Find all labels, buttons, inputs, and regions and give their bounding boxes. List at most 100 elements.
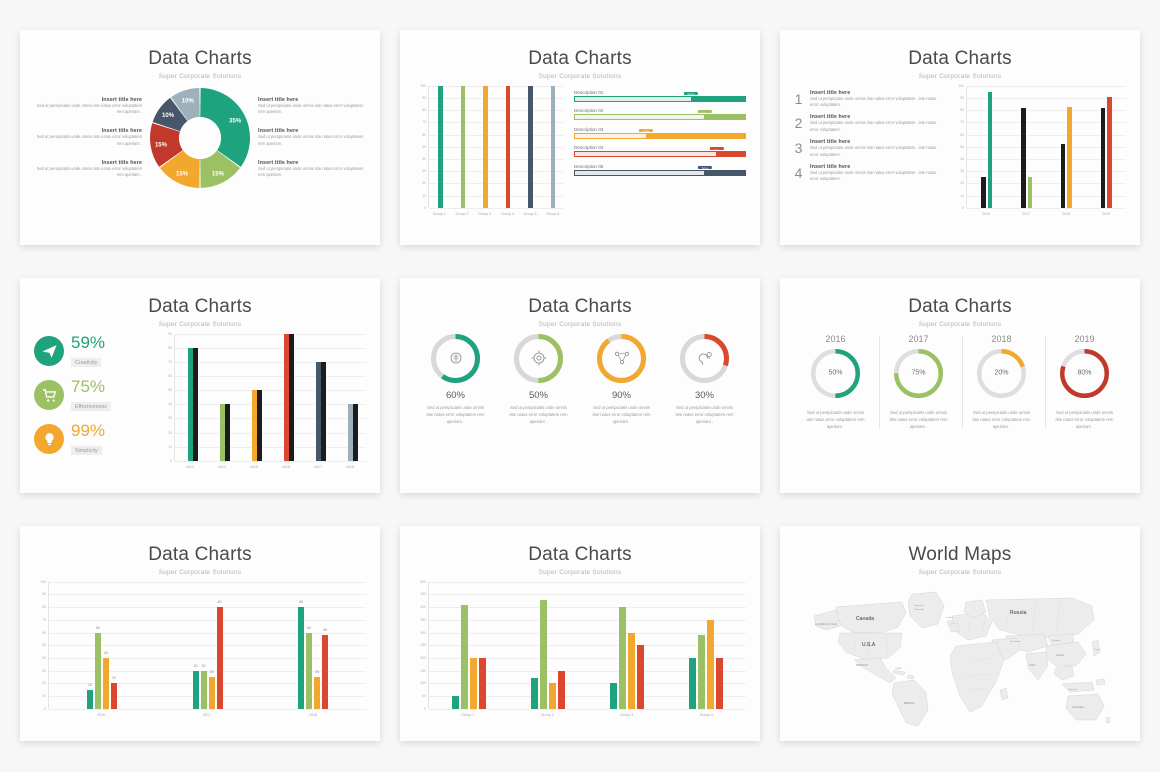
bar-group[interactable] <box>1007 86 1047 208</box>
icon-ring-group[interactable]: 60% Sed ut perspiciatis unde omnis iste … <box>414 333 746 426</box>
progress-track[interactable] <box>574 95 746 102</box>
bar-group[interactable] <box>1086 86 1126 208</box>
bar[interactable] <box>610 683 618 709</box>
bar[interactable] <box>698 635 706 709</box>
bar-group[interactable] <box>1047 86 1087 208</box>
year-ring-card[interactable]: 2016 50% Sed ut perspiciatis unde omnis … <box>796 334 876 431</box>
year-ring-group[interactable]: 2016 50% Sed ut perspiciatis unde omnis … <box>794 334 1126 431</box>
bar[interactable] <box>628 632 636 709</box>
labeled-year-bars-chart[interactable]: 0 10 20 30 40 50 60 70 80 90 100 15 60 40 20 30 30 25 80 80… <box>34 580 366 722</box>
progress-bar-row[interactable]: Description 03 42% <box>574 127 746 139</box>
bar-group[interactable] <box>474 85 497 208</box>
bar[interactable] <box>460 85 465 208</box>
bar[interactable] <box>451 696 459 709</box>
bar[interactable]: 40 <box>102 651 109 709</box>
bar-group[interactable] <box>302 334 334 461</box>
bar[interactable]: 30 <box>192 664 199 709</box>
slide-donut[interactable]: Data Charts Super Corporate Solutions In… <box>20 30 380 245</box>
numbered-list-item[interactable]: 1 Insert title here Sed ut perspiciatis … <box>794 90 944 109</box>
bar[interactable] <box>505 85 510 208</box>
donut-slice[interactable] <box>200 87 250 167</box>
progress-bar-row[interactable]: Description 04 83% <box>574 145 746 158</box>
equal-bars-chart[interactable]: 0 10 20 30 40 50 60 70 80 90 100 Group 1 Group 2 Grou… <box>414 84 565 221</box>
bar[interactable]: 15 <box>86 683 93 709</box>
year-pair-bars-chart[interactable]: 0 10 20 30 40 50 60 70 80 90 100 2016 2017 2018 2019 <box>952 84 1126 221</box>
progress-bar-row[interactable]: Description 02 76% <box>574 108 746 121</box>
bar[interactable] <box>460 604 468 709</box>
bar[interactable]: 80 <box>216 600 223 709</box>
bar-group[interactable] <box>429 85 452 208</box>
slide-numbered-bars[interactable]: Data Charts Super Corporate Solutions 1 … <box>780 30 1140 245</box>
bar[interactable] <box>530 678 538 709</box>
bar[interactable] <box>716 658 724 709</box>
bar[interactable] <box>637 645 645 709</box>
bar[interactable] <box>619 607 627 709</box>
bar-group[interactable] <box>667 582 746 709</box>
bar[interactable]: 30 <box>200 664 207 709</box>
stat-row[interactable]: 59% Creativity <box>34 334 154 369</box>
donut-chart[interactable]: 35% 15% 15% 15% 10% 10% <box>148 86 252 190</box>
icon-ring-card[interactable]: 90% Sed ut perspiciatis unde omnis iste … <box>582 333 662 426</box>
stats-years-bars-chart[interactable]: 0 10 20 30 40 50 60 70 80 90 2013 2014 2015 2016 2017 2… <box>160 332 366 474</box>
numbered-list-item[interactable]: 2 Insert title here Sed ut perspiciatis … <box>794 114 944 133</box>
bar[interactable]: 80 <box>298 600 305 709</box>
bar[interactable] <box>557 670 565 709</box>
icon-ring-card[interactable]: 50% Sed ut perspiciatis unde omnis iste … <box>499 333 579 426</box>
donut-slice[interactable] <box>159 150 200 188</box>
bar[interactable] <box>347 404 358 461</box>
bar-group[interactable] <box>519 85 542 208</box>
progress-bar-row[interactable]: Description 01 68% <box>574 90 746 102</box>
bar[interactable] <box>1027 177 1033 208</box>
bar[interactable] <box>1107 96 1112 208</box>
bar-group[interactable] <box>497 85 520 208</box>
progress-ring[interactable]: 75% <box>894 348 943 398</box>
bar-group[interactable]: 30 30 25 80 <box>155 582 261 709</box>
progress-ring[interactable]: 50% <box>811 348 860 398</box>
stat-row[interactable]: 75% Effectiveness <box>34 378 154 413</box>
bar-group[interactable] <box>588 582 667 709</box>
bar[interactable] <box>689 658 697 709</box>
numbered-list-item[interactable]: 4 Insert title here Sed ut perspiciatis … <box>794 164 944 183</box>
bar-group[interactable] <box>270 333 302 461</box>
bar[interactable] <box>283 333 294 461</box>
bar[interactable] <box>528 85 533 208</box>
progress-bar-row[interactable]: Description 05 76% <box>574 164 746 176</box>
slide-bars-progress[interactable]: Data Charts Super Corporate Solutions 0 1… <box>400 30 760 245</box>
progress-track[interactable] <box>574 169 746 176</box>
bar-group[interactable] <box>429 582 508 709</box>
progress-ring[interactable] <box>431 333 480 383</box>
bar[interactable]: 25 <box>314 670 321 709</box>
slide-world-map[interactable]: World Maps Super Corporate Solutions <box>780 526 1140 741</box>
bar[interactable] <box>438 85 443 208</box>
numbered-list-item[interactable]: 3 Insert title here Sed ut perspiciatis … <box>794 139 944 158</box>
year-ring-card[interactable]: 2018 20% Sed ut perspiciatis unde omnis … <box>961 334 1042 431</box>
bar-group[interactable]: 80 60 25 58 <box>260 582 366 709</box>
bar[interactable] <box>987 91 993 208</box>
progress-ring[interactable]: 80% <box>1060 348 1109 398</box>
stat-list[interactable]: 59% Creativity 75% Effectiveness 99% Sim… <box>34 334 154 474</box>
bar[interactable] <box>1021 107 1026 208</box>
bar-group[interactable] <box>334 334 366 461</box>
year-ring-card[interactable]: 2019 80% Sed ut perspiciatis unde omnis … <box>1044 334 1125 431</box>
bar[interactable] <box>252 390 263 461</box>
progress-track[interactable] <box>574 114 746 121</box>
bar-group[interactable] <box>967 86 1007 208</box>
bar[interactable] <box>188 347 199 461</box>
bar[interactable] <box>469 658 477 709</box>
bar-group[interactable] <box>542 85 565 208</box>
bar[interactable]: 60 <box>94 626 101 709</box>
progress-track[interactable] <box>574 151 746 158</box>
bar-group[interactable]: 15 60 40 20 <box>49 582 155 709</box>
bar[interactable] <box>1100 107 1106 208</box>
bar[interactable] <box>539 599 547 709</box>
bar[interactable] <box>483 85 488 208</box>
icon-ring-card[interactable]: 60% Sed ut perspiciatis unde omnis iste … <box>416 333 496 426</box>
donut-slice[interactable] <box>150 122 183 167</box>
bar-group[interactable] <box>508 582 587 709</box>
progress-bar-list[interactable]: Description 01 68% Description 02 76% Descri… <box>574 86 746 221</box>
stat-row[interactable]: 99% Simplicity <box>34 422 154 457</box>
bar[interactable] <box>1060 144 1066 208</box>
donut-slice[interactable] <box>152 97 188 132</box>
progress-ring[interactable] <box>597 333 646 383</box>
bar[interactable] <box>548 683 556 709</box>
